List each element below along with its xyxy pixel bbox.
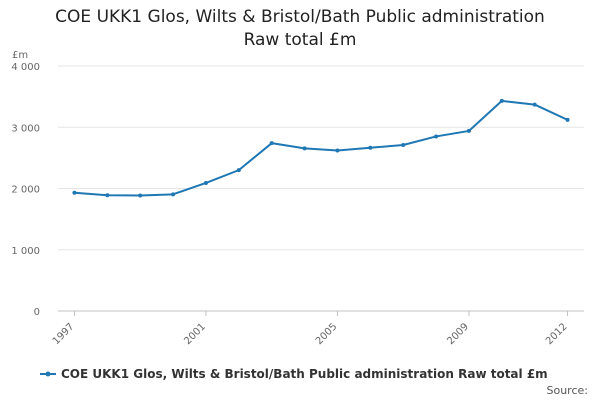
- data-point: [105, 193, 110, 198]
- x-axis: 1997 2001 2005 2009 2012: [51, 310, 584, 347]
- y-tick-label: 0: [34, 307, 40, 318]
- data-point: [302, 146, 307, 151]
- y-tick-label: 2 000: [11, 185, 40, 196]
- data-point: [335, 148, 340, 153]
- series-group: [72, 98, 570, 198]
- data-point: [138, 193, 143, 198]
- data-point: [499, 98, 504, 103]
- chart-title-line1: COE UKK1 Glos, Wilts & Bristol/Bath Publ…: [55, 7, 545, 27]
- x-tick-label: 1997: [51, 321, 77, 347]
- x-tick-label: 2009: [445, 321, 471, 347]
- data-point: [565, 117, 570, 122]
- y-tick-label: 3 000: [11, 123, 40, 134]
- y-tick-label: 1 000: [11, 246, 40, 257]
- data-point: [269, 141, 274, 146]
- data-point: [401, 143, 406, 148]
- data-point: [532, 102, 537, 107]
- chart-title-line2: Raw total £m: [243, 30, 357, 50]
- x-tick-label: 2005: [314, 321, 340, 347]
- y-axis-unit-label: £m: [12, 50, 28, 61]
- data-point: [368, 145, 373, 150]
- y-axis-ticks: 0 1 000 2 000 3 000 4 000: [11, 62, 40, 318]
- x-tick-label: 2001: [182, 321, 208, 347]
- legend[interactable]: COE UKK1 Glos, Wilts & Bristol/Bath Publ…: [40, 367, 548, 381]
- legend-marker: [45, 371, 51, 377]
- data-point: [72, 190, 77, 195]
- legend-label: COE UKK1 Glos, Wilts & Bristol/Bath Publ…: [61, 367, 548, 381]
- grid-lines: [58, 65, 584, 312]
- chart-title: COE UKK1 Glos, Wilts & Bristol/Bath Publ…: [0, 6, 600, 52]
- data-point: [171, 192, 176, 197]
- x-tick-label: 2012: [544, 321, 570, 347]
- data-point: [434, 134, 439, 139]
- source-label: Source:: [547, 384, 589, 397]
- data-point: [236, 168, 241, 173]
- data-point: [203, 180, 208, 185]
- series-line: [74, 99, 568, 197]
- data-point: [466, 128, 471, 133]
- y-tick-label: 4 000: [11, 62, 40, 73]
